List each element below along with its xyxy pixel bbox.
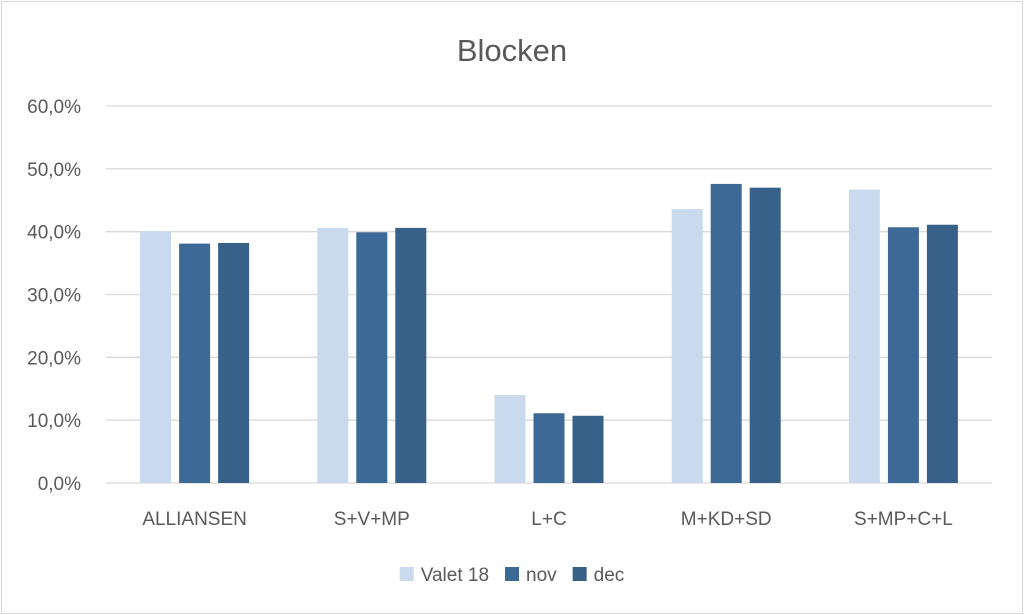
bar-valet-18 (140, 231, 172, 483)
legend-swatch (399, 567, 414, 581)
y-axis-ticks: 0,0% 10,0% 20,0% 30,0% 40,0% 50,0% 60,0% (27, 97, 81, 495)
bar-nov (356, 232, 388, 483)
bar-dec (218, 242, 250, 483)
bar-dec (395, 227, 427, 483)
bar-nov (179, 243, 211, 483)
legend-swatch (505, 567, 520, 581)
legend: Valet 18 nov dec (399, 565, 625, 586)
y-tick-label: 20,0% (27, 348, 81, 369)
bars (140, 183, 958, 483)
legend-label: Valet 18 (421, 565, 489, 586)
bar-nov (887, 227, 919, 483)
bar-dec (926, 224, 958, 483)
y-tick-label: 60,0% (27, 97, 81, 118)
bar-valet-18 (671, 209, 703, 483)
x-tick-label: S+V+MP (334, 509, 410, 530)
y-tick-label: 40,0% (27, 223, 81, 244)
x-tick-label: L+C (531, 509, 566, 530)
bar-nov (710, 183, 742, 483)
x-axis-ticks: ALLIANSEN S+V+MP L+C M+KD+SD S+MP+C+L (142, 509, 952, 530)
x-tick-label: ALLIANSEN (142, 509, 247, 530)
legend-label: nov (526, 565, 557, 586)
legend-swatch (572, 567, 587, 581)
gridlines (106, 105, 992, 484)
bar-valet-18 (848, 189, 880, 483)
y-tick-label: 10,0% (27, 411, 81, 432)
x-tick-label: M+KD+SD (681, 509, 772, 530)
y-tick-label: 30,0% (27, 286, 81, 307)
chart-title: Blocken (457, 33, 567, 68)
bar-nov (533, 413, 565, 483)
y-tick-label: 50,0% (27, 160, 81, 181)
legend-label: dec (594, 565, 625, 586)
bar-valet-18 (317, 227, 349, 483)
y-tick-label: 0,0% (38, 474, 81, 495)
bar-valet-18 (494, 395, 526, 483)
x-tick-label: S+MP+C+L (854, 509, 953, 530)
bar-dec (749, 187, 781, 483)
bar-dec (572, 415, 604, 483)
